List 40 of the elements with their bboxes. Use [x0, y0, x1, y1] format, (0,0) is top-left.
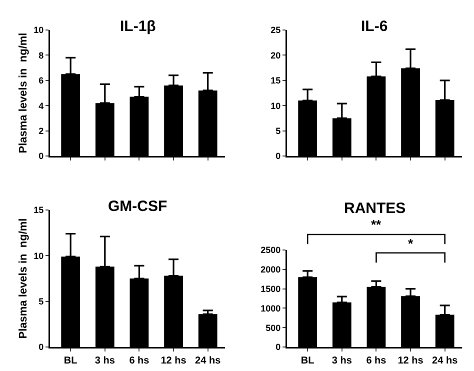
y-tick-label: 5: [276, 126, 281, 136]
y-tick-label: 1500: [260, 284, 281, 294]
x-tick-label: 6 hs: [129, 356, 150, 366]
chart-title: GM-CSF: [108, 198, 168, 215]
y-tick-label: 10: [34, 250, 44, 261]
y-tick-label: 0: [38, 342, 44, 352]
y-tick-label: 20: [270, 50, 281, 60]
y-tick-label: 0: [38, 151, 44, 162]
y-tick-label: 4: [38, 100, 44, 111]
x-tick-label: BL: [64, 356, 78, 366]
y-tick-label: 1000: [260, 303, 281, 314]
y-tick-label: 5: [38, 296, 44, 306]
y-tick-label: 2: [38, 126, 44, 136]
y-tick-label: 15: [270, 76, 281, 86]
x-tick-label: BL: [300, 356, 314, 366]
y-axis-title: Plasma levels in ng/ml: [18, 218, 30, 339]
x-tick-label: 24 hs: [195, 356, 222, 366]
y-tick-label: 0: [276, 342, 281, 352]
y-tick-label: 15: [34, 205, 44, 216]
y-tick-label: 10: [270, 100, 281, 111]
annotation: *: [408, 236, 414, 251]
y-tick-label: 8: [38, 50, 44, 60]
x-tick-label: 3 hs: [94, 356, 116, 366]
x-tick-label: 12 hs: [160, 356, 187, 366]
y-tick-label: 500: [266, 322, 281, 333]
y-tick-label: 0: [276, 151, 281, 162]
y-tick-label: 25: [270, 25, 281, 36]
x-tick-label: 3 hs: [332, 356, 352, 366]
y-axis-title: Plasma levels in ng/ml: [18, 32, 30, 154]
x-tick-label: 6 hs: [366, 356, 387, 366]
y-tick-label: 2000: [260, 264, 281, 275]
chart-title: RANTES: [344, 200, 406, 217]
chart-title: IL-6: [361, 18, 388, 35]
y-tick-label: 2500: [260, 245, 281, 256]
x-tick-label: 24 hs: [432, 356, 458, 366]
x-tick-label: 12 hs: [398, 356, 424, 366]
y-tick-label: 6: [38, 76, 44, 86]
chart-title: IL-1β: [120, 18, 156, 35]
y-tick-label: 10: [34, 25, 44, 36]
text: **: [371, 217, 382, 232]
